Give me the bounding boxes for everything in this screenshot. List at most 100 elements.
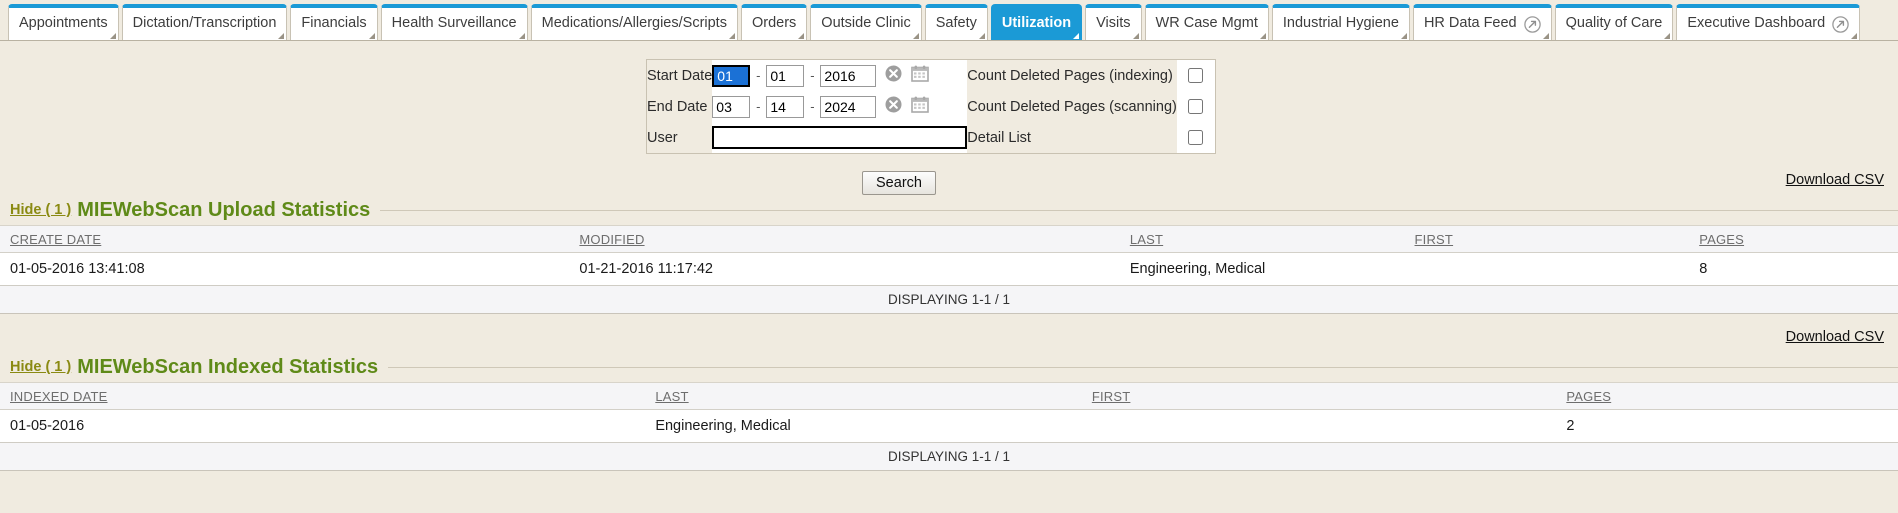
column-header-modified[interactable]: MODIFIED — [569, 225, 1120, 253]
heading-divider — [388, 366, 1898, 368]
date-separator: - — [756, 99, 761, 114]
column-header-last[interactable]: LAST — [645, 382, 1082, 410]
table-cell: 8 — [1689, 252, 1898, 286]
tab-appointments[interactable]: Appointments — [8, 4, 119, 40]
tab-safety[interactable]: Safety — [924, 4, 988, 40]
column-header-label[interactable]: FIRST — [1091, 389, 1131, 404]
user-input[interactable] — [712, 126, 968, 149]
column-header-label[interactable]: LAST — [655, 389, 689, 404]
table-cell: 01-05-2016 — [0, 409, 646, 443]
tab-medications-allergies-scripts[interactable]: Medications/Allergies/Scripts — [530, 4, 738, 40]
section-title: MIEWebScan Indexed Statistics — [77, 356, 379, 378]
column-header-label[interactable]: FIRST — [1414, 232, 1454, 247]
column-header-label[interactable]: INDEXED DATE — [10, 389, 108, 404]
tab-financials[interactable]: Financials — [290, 4, 378, 40]
count-deleted-pages-indexing-checkbox[interactable] — [1188, 68, 1204, 84]
start-date-day-input[interactable] — [766, 64, 805, 87]
tab-label: Financials — [301, 15, 367, 31]
tab-executive-dashboard[interactable]: Executive Dashboard — [1676, 4, 1861, 40]
end-date-month-input[interactable] — [712, 95, 751, 118]
download-csv-link[interactable]: Download CSV — [1785, 329, 1884, 345]
download-csv-row: Download CSV — [0, 171, 1898, 195]
tab-label: Executive Dashboard — [1687, 15, 1826, 31]
tab-label: Appointments — [19, 15, 108, 31]
column-header-label[interactable]: LAST — [1129, 232, 1164, 247]
section-heading: Hide ( 1 ) MIEWebScan Upload Statistics — [0, 195, 1898, 225]
option-checkbox-cell-0 — [1176, 60, 1215, 91]
tab-dictation-transcription[interactable]: Dictation/Transcription — [121, 4, 288, 40]
table-cell: 2 — [1556, 409, 1898, 443]
tab-quality-of-care[interactable]: Quality of Care — [1554, 4, 1674, 40]
tab-label: Health Surveillance — [391, 15, 517, 31]
column-header-create-date[interactable]: CREATE DATE — [0, 225, 570, 253]
tab-label: Medications/Allergies/Scripts — [541, 15, 727, 31]
option-checkbox-cell-2 — [1176, 122, 1215, 153]
end-date-year-input[interactable] — [820, 95, 877, 118]
tab-visits[interactable]: Visits — [1085, 4, 1142, 40]
external-link-icon[interactable] — [1832, 14, 1849, 33]
tab-wr-case-mgmt[interactable]: WR Case Mgmt — [1144, 4, 1269, 40]
date-separator: - — [810, 68, 815, 83]
calendar-icon[interactable] — [911, 65, 930, 86]
tab-orders[interactable]: Orders — [740, 4, 808, 40]
tab-corner-icon — [1542, 33, 1549, 39]
tab-hr-data-feed[interactable]: HR Data Feed — [1412, 4, 1552, 40]
table-footer-row: DISPLAYING 1-1 / 1 — [0, 442, 1898, 471]
tab-corner-icon — [1400, 33, 1407, 39]
user-field-cell — [712, 122, 968, 153]
table-row[interactable]: 01-05-2016 Engineering, Medical 2 — [0, 409, 1898, 443]
statistics-table: CREATE DATE MODIFIED LAST FIRST PAGES 01-05-2… — [0, 225, 1898, 314]
detail-list-checkbox[interactable] — [1188, 130, 1204, 146]
start-date-fields: - - — [712, 60, 968, 91]
heading-divider — [380, 209, 1898, 211]
tab-outside-clinic[interactable]: Outside Clinic — [810, 4, 922, 40]
column-header-label[interactable]: PAGES — [1699, 232, 1745, 247]
section-spacer — [0, 314, 1898, 328]
option-checkbox-cell-1 — [1176, 91, 1215, 122]
tab-industrial-hygiene[interactable]: Industrial Hygiene — [1271, 4, 1410, 40]
user-label: User — [647, 122, 713, 153]
tab-corner-icon — [1664, 33, 1671, 39]
table-row[interactable]: 01-05-2016 13:41:08 01-21-2016 11:17:42 En… — [0, 252, 1898, 286]
column-header-pages[interactable]: PAGES — [1556, 382, 1898, 410]
start-date-month-input[interactable] — [712, 64, 751, 87]
report-sections: Download CSV Hide ( 1 ) MIEWebScan Upload … — [0, 171, 1898, 485]
clear-circle-icon[interactable] — [885, 65, 902, 86]
start-date-label: Start Date — [647, 60, 713, 91]
tab-label: Safety — [935, 15, 977, 31]
column-header-pages[interactable]: PAGES — [1689, 225, 1898, 253]
external-link-icon[interactable] — [1523, 14, 1541, 33]
start-date-year-input[interactable] — [820, 64, 877, 87]
tab-utilization[interactable]: Utilization — [990, 4, 1083, 40]
tab-label: WR Case Mgmt — [1155, 15, 1258, 31]
displaying-count-label: DISPLAYING 1-1 / 1 — [0, 285, 1898, 314]
search-panel-wrapper: Start Date - - — [0, 41, 1898, 195]
column-header-label[interactable]: MODIFIED — [579, 232, 645, 247]
clear-circle-icon[interactable] — [885, 96, 902, 117]
tab-health-surveillance[interactable]: Health Surveillance — [380, 4, 528, 40]
column-header-label[interactable]: PAGES — [1566, 389, 1612, 404]
download-csv-link[interactable]: Download CSV — [1785, 172, 1884, 188]
calendar-icon[interactable] — [911, 96, 930, 117]
search-form-panel: Start Date - - — [646, 59, 1216, 154]
column-header-last[interactable]: LAST — [1119, 225, 1405, 253]
end-date-row: End Date - - — [647, 91, 1215, 122]
column-header-indexed-date[interactable]: INDEXED DATE — [0, 382, 646, 410]
column-header-first[interactable]: FIRST — [1081, 382, 1557, 410]
table-footer-row: DISPLAYING 1-1 / 1 — [0, 285, 1898, 314]
option-label-0: Count Deleted Pages (indexing) — [967, 60, 1177, 91]
tab-corner-icon — [1073, 33, 1080, 39]
option-label-1: Count Deleted Pages (scanning) — [967, 91, 1177, 122]
hide-toggle-link[interactable]: Hide ( 1 ) — [10, 359, 72, 376]
end-date-day-input[interactable] — [766, 95, 805, 118]
tab-label: Visits — [1096, 15, 1131, 31]
hide-toggle-link[interactable]: Hide ( 1 ) — [10, 202, 72, 219]
tab-corner-icon — [109, 33, 116, 39]
table-cell: Engineering, Medical — [1119, 252, 1405, 286]
column-header-first[interactable]: FIRST — [1404, 225, 1690, 253]
count-deleted-pages-scanning-checkbox[interactable] — [1188, 99, 1204, 115]
user-row: User Detail List — [647, 122, 1215, 153]
tab-corner-icon — [912, 33, 919, 39]
column-header-label[interactable]: CREATE DATE — [10, 232, 102, 247]
search-button[interactable]: Search — [862, 171, 936, 195]
